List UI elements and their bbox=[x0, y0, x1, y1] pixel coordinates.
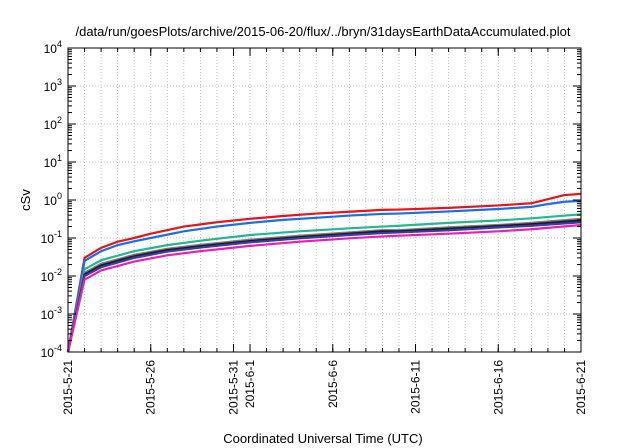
grid bbox=[67, 47, 582, 353]
x-tick-label: 2015-6-16 bbox=[491, 360, 505, 415]
x-tick-label: 2015-6-1 bbox=[243, 360, 257, 408]
series-line-3 bbox=[66, 213, 582, 353]
series-line-4 bbox=[66, 217, 582, 353]
x-tick-label: 2015-5-26 bbox=[144, 360, 158, 415]
series-line-1 bbox=[66, 192, 582, 353]
plot-frame bbox=[67, 47, 582, 353]
series-line-5 bbox=[66, 219, 582, 353]
y-tick-label: 10-4 bbox=[41, 343, 62, 360]
y-tick-label: 104 bbox=[44, 39, 62, 56]
x-tick-label: 2015-5-21 bbox=[61, 360, 75, 415]
y-axis-label: cSv bbox=[18, 189, 33, 211]
y-tick-label: 10-1 bbox=[41, 229, 62, 246]
y-tick-label: 100 bbox=[44, 191, 62, 208]
y-tick-label: 102 bbox=[44, 115, 62, 132]
series-line-2 bbox=[66, 199, 582, 353]
y-tick-label: 101 bbox=[44, 153, 62, 170]
series-line-7 bbox=[66, 223, 582, 353]
x-tick-label: 2015-6-6 bbox=[326, 360, 340, 408]
series-line-6 bbox=[66, 221, 582, 353]
chart-title: /data/run/goesPlots/archive/2015-06-20/f… bbox=[75, 24, 570, 39]
y-tick-label: 10-3 bbox=[41, 305, 62, 322]
x-tick-label: 2015-5-31 bbox=[227, 360, 241, 415]
y-tick-label: 10-2 bbox=[41, 267, 62, 284]
x-axis-label: Coordinated Universal Time (UTC) bbox=[223, 431, 422, 446]
series-layer bbox=[66, 192, 582, 353]
y-tick-label: 103 bbox=[44, 77, 62, 94]
x-tick-label: 2015-6-21 bbox=[574, 360, 588, 415]
axes: 2015-5-21 2015-5-26 2015-5-31 2015-6-1 2015-… bbox=[41, 39, 588, 415]
x-tick-label: 2015-6-11 bbox=[409, 360, 423, 414]
